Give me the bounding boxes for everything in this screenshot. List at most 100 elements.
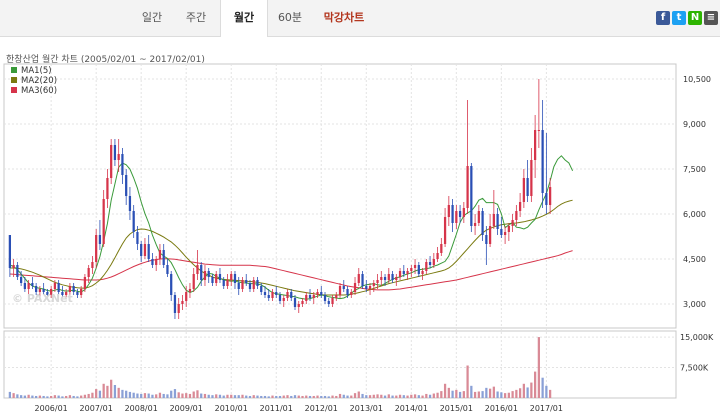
volume-bar (462, 391, 465, 398)
volume-bar (323, 395, 327, 398)
candle-body (177, 304, 180, 313)
candle (72, 283, 75, 295)
candle-body (428, 262, 432, 265)
candle-body (98, 235, 102, 244)
candle (147, 235, 150, 262)
tab-power-chart[interactable]: 막강차트 (323, 11, 365, 24)
candle-body (338, 286, 342, 295)
candle-body (526, 178, 529, 196)
volume-bar (185, 393, 188, 398)
candle-body (170, 274, 173, 295)
candle (125, 169, 128, 205)
candle-body (110, 145, 113, 178)
candle-body (245, 280, 248, 283)
volume-bar (27, 394, 30, 398)
volume-panel-frame (3, 330, 677, 399)
candle-body (106, 178, 109, 199)
volume-bar (473, 391, 477, 398)
volume-bar (241, 394, 244, 398)
candle-body (511, 220, 514, 226)
candle-body (301, 301, 304, 304)
volume-bar (113, 385, 117, 398)
volume-bar (440, 391, 443, 398)
candle (353, 277, 357, 295)
share-more-icon[interactable]: ≡ (704, 11, 718, 25)
volume-bar (106, 385, 109, 398)
time-tick-label: 2013/01 (350, 404, 383, 413)
candle (260, 283, 263, 295)
volume-bar (61, 396, 64, 398)
candle (245, 274, 248, 286)
candle-body (443, 217, 447, 244)
volume-bar (267, 396, 270, 398)
candle (518, 193, 522, 217)
candle (80, 286, 83, 298)
candle (46, 289, 49, 298)
candle-body (181, 301, 184, 304)
legend-swatch (11, 67, 17, 73)
candle (278, 292, 282, 304)
twitter-icon[interactable]: t (672, 11, 686, 25)
candle (65, 289, 68, 298)
candle-body (248, 283, 252, 289)
volume-bar (387, 394, 390, 398)
candle (365, 280, 368, 292)
candle-body (241, 280, 244, 289)
volume-bar (492, 386, 495, 398)
candle (226, 274, 229, 289)
candle-body (65, 292, 68, 295)
candle (541, 100, 544, 208)
candle-body (331, 298, 334, 304)
tab-60min[interactable]: 60분 (277, 11, 303, 24)
volume-bar (500, 392, 503, 398)
volume-bar (125, 390, 128, 398)
candle-body (308, 295, 312, 298)
volume-bar (365, 395, 368, 398)
candle-body (323, 295, 327, 301)
candles (8, 79, 552, 319)
candle (106, 169, 109, 208)
volume-bar (357, 391, 360, 398)
volume-bar (488, 388, 492, 398)
candle (436, 247, 439, 262)
naver-icon[interactable]: N (688, 11, 702, 25)
candle (293, 295, 297, 310)
candle (267, 289, 270, 301)
volume-bar (222, 395, 225, 398)
candle-body (211, 277, 214, 283)
candle (128, 187, 132, 220)
volume-bar (162, 393, 165, 398)
tab-weekly[interactable]: 주간 (185, 11, 207, 24)
facebook-icon[interactable]: f (656, 11, 670, 25)
candle (8, 235, 12, 277)
candle-body (485, 235, 488, 244)
candle (402, 265, 405, 277)
candle (305, 292, 308, 304)
volume-bar (102, 383, 105, 398)
candle-body (155, 259, 158, 265)
time-tick-label: 2015/01 (440, 404, 473, 413)
volume-bar (353, 393, 357, 398)
candle-body (61, 292, 64, 295)
candle-body (226, 280, 229, 286)
candle-body (305, 295, 308, 301)
candle (346, 286, 349, 298)
candle-body (327, 301, 330, 304)
candle-body (256, 280, 259, 286)
candle (496, 208, 499, 235)
candle (526, 160, 529, 202)
tab-daily[interactable]: 일간 (141, 11, 163, 24)
tab-monthly[interactable]: 월간 (220, 0, 268, 37)
candle (218, 268, 222, 283)
candle-body (357, 274, 360, 283)
volume-bar (211, 395, 214, 398)
candle-body (518, 202, 522, 211)
volume-bar (50, 395, 53, 398)
volume-bar (548, 389, 552, 398)
price-axis: 10,500 9,000 7,500 6,000 4,500 3,000 (683, 75, 711, 309)
volume-bar (425, 393, 428, 398)
volume-bar (200, 393, 203, 398)
candle (76, 289, 79, 298)
volume-bar (507, 392, 510, 398)
candle (522, 169, 525, 208)
